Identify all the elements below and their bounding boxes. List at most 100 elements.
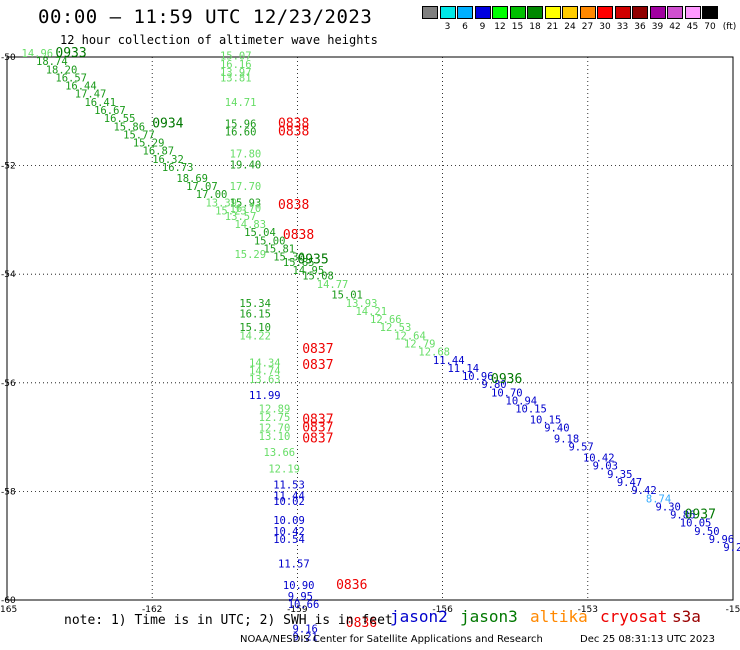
scale-label: 27 — [581, 22, 594, 32]
wave-height-label: 15.85 — [283, 257, 315, 269]
wave-height-label: 15.07 — [220, 51, 252, 63]
pass-time-label: 0838 — [278, 198, 309, 213]
plot-frame — [6, 56, 734, 601]
scale-label: 15 — [511, 22, 524, 32]
wave-height-label: 17.00 — [196, 189, 228, 201]
chart-title: 00:00 – 11:59 UTC 12/23/2023 — [38, 6, 373, 28]
scale-swatch — [562, 6, 578, 19]
wave-height-label: 16.70 — [230, 203, 262, 215]
wave-height-label: 13.97 — [220, 67, 252, 79]
wave-height-label: 14.22 — [239, 330, 271, 342]
y-tick-label: -56 — [1, 379, 16, 389]
scale-label: 45 — [686, 22, 699, 32]
pass-time-label: 0836 — [336, 578, 367, 593]
wave-height-label: 14.95 — [293, 265, 325, 277]
scale-swatch — [527, 6, 543, 19]
wave-height-label: 15.04 — [244, 227, 276, 239]
wave-height-label: 15.00 — [254, 235, 286, 247]
wave-height-label: 13.39 — [205, 197, 237, 209]
wave-height-label: 18.20 — [46, 64, 78, 76]
scale-label: 18 — [529, 22, 541, 32]
wave-height-label: 14.77 — [317, 279, 349, 291]
wave-height-label: 9.03 — [593, 461, 618, 473]
scale-label: 33 — [616, 22, 629, 32]
wave-height-label: 17.70 — [230, 181, 262, 193]
wave-height-label: 8.74 — [646, 493, 671, 505]
pass-time-label: 0837 — [302, 358, 333, 373]
wave-height-label: 10.96 — [462, 371, 494, 383]
wave-height-label: 9.16 — [293, 624, 318, 636]
pass-time-label: 0837 — [302, 413, 333, 428]
wave-height-label: 12.70 — [259, 423, 291, 435]
scale-swatch — [632, 6, 648, 19]
pass-time-label: 0836 — [346, 616, 377, 631]
wave-height-label: 12.79 — [404, 339, 436, 351]
scale-swatch — [439, 6, 456, 19]
wave-height-label: 9.57 — [568, 442, 593, 454]
wave-height-label: 12.75 — [259, 412, 291, 424]
generated-timestamp: Dec 25 08:31:13 UTC 2023 — [580, 634, 715, 645]
wave-height-label: 15.77 — [123, 129, 155, 141]
wave-height-label: 9.96 — [709, 534, 734, 546]
wave-height-label: 9.21 — [293, 632, 318, 644]
wave-height-label: 13.63 — [249, 374, 281, 386]
wave-height-label: 11.44 — [433, 355, 465, 367]
wave-height-label: 17.80 — [230, 148, 262, 160]
wave-height-label: 18.69 — [176, 173, 208, 185]
y-tick-label: -58 — [1, 487, 16, 497]
wave-height-label: 9.50 — [694, 526, 719, 538]
scale-swatch — [649, 6, 666, 19]
satellite-cryosat: cryosat — [600, 607, 668, 626]
x-tick-label: -165 — [0, 605, 17, 615]
wave-height-label: 16.73 — [162, 162, 194, 174]
wave-height-label: 11.53 — [273, 480, 305, 492]
scale-swatch — [474, 6, 491, 19]
wave-height-label: 9.42 — [631, 485, 656, 497]
wave-height-label: 12.89 — [259, 404, 291, 416]
wave-height-label: 16.15 — [239, 309, 271, 321]
wave-height-label: 15.29 — [133, 138, 165, 150]
footer-note: note: 1) Time is in UTC; 2) SWH is in fe… — [64, 613, 393, 628]
scale-label: 24 — [564, 22, 576, 32]
pass-time-label: 0933 — [55, 46, 86, 61]
wave-height-label: 13.81 — [220, 72, 252, 84]
wave-height-label: 12.19 — [268, 463, 300, 475]
wave-height-label: 9.47 — [617, 477, 642, 489]
wave-height-label: 14.96 — [22, 48, 54, 60]
wave-height-label: 19.40 — [230, 159, 262, 171]
wave-height-label: 10.90 — [283, 580, 315, 592]
wave-height-label: 15.29 — [234, 249, 266, 261]
satellite-s3a: s3a — [672, 607, 701, 626]
wave-height-label: 10.09 — [273, 515, 305, 527]
scale-swatch — [614, 6, 631, 19]
wave-height-label: 18.74 — [36, 56, 68, 68]
chart-subtitle: 12 hour collection of altimeter wave hei… — [60, 33, 378, 47]
wave-height-label: 16.87 — [143, 146, 175, 158]
wave-height-label: 13.93 — [346, 298, 378, 310]
scale-label: 70 — [704, 22, 716, 32]
wave-height-label: 16.57 — [55, 72, 87, 84]
wave-height-label: 15.01 — [331, 290, 363, 302]
wave-height-label: 17.07 — [186, 181, 218, 193]
pass-time-label: 0937 — [685, 508, 716, 523]
wave-height-label: 13.10 — [259, 431, 291, 443]
wave-height-label: 11.14 — [447, 363, 479, 375]
wave-height-label: 15.81 — [264, 243, 296, 255]
x-tick-label: -162 — [142, 605, 162, 615]
wave-height-label: 9.30 — [656, 501, 681, 513]
pass-time-label: 0837 — [302, 432, 333, 447]
wave-height-label: 9.40 — [544, 423, 569, 435]
pass-time-label: 0934 — [152, 117, 183, 132]
wave-height-label: 10.15 — [515, 404, 547, 416]
scale-swatch — [579, 6, 596, 19]
scale-swatch — [509, 6, 526, 19]
satellite-jason2: jason2 — [390, 607, 448, 626]
scale-swatch — [422, 6, 438, 19]
wave-height-label: 12.53 — [380, 322, 412, 334]
wave-height-label: 9.24 — [723, 542, 740, 554]
pass-time-label: 0838 — [278, 117, 309, 132]
wave-height-label: 14.83 — [234, 219, 266, 231]
scale-swatch — [597, 6, 613, 19]
